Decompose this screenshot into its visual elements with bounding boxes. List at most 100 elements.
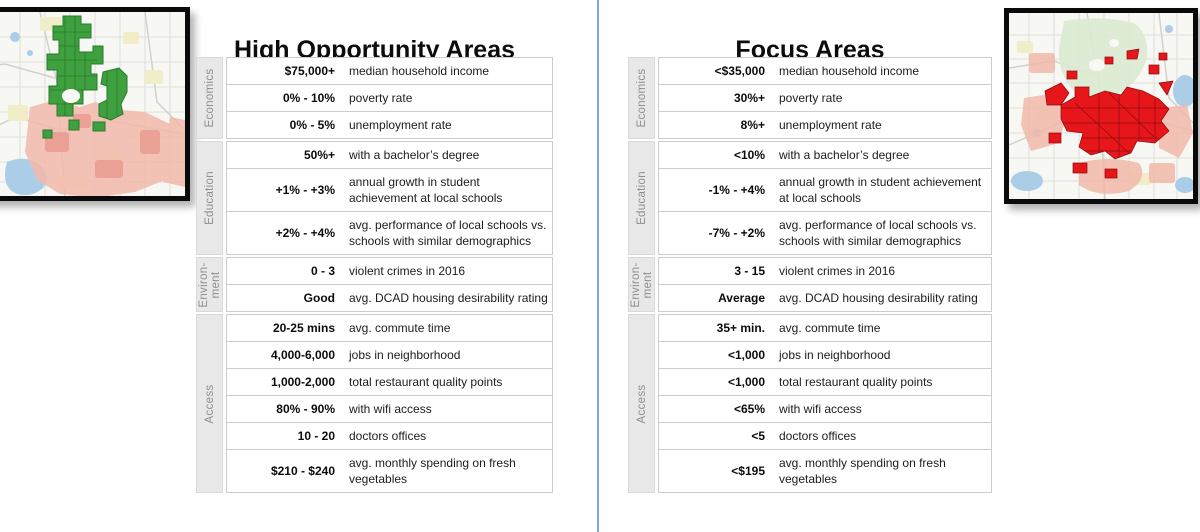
high-opportunity-table: Economics $75,000+ median household income… [196, 57, 553, 493]
row-value: 10 - 20 [297, 429, 335, 443]
row-value: -7% - +2% [708, 226, 765, 240]
row-description: doctors offices [779, 429, 857, 443]
row-value: <65% [733, 402, 765, 416]
row-value: $210 - $240 [270, 464, 335, 478]
row-description: annual growth in student achievement at … [779, 175, 982, 205]
category-sidebar-environ-ment: Environ- ment [196, 257, 223, 312]
table-row: -7% - +2% avg. performance of local schoo… [659, 211, 991, 254]
table-row: 1,000-2,000 total restaurant quality poin… [227, 368, 552, 395]
category-group-education: Education <10% with a bachelor’s degree -1%… [628, 141, 992, 255]
row-description: doctors offices [349, 429, 427, 443]
category-label: Economics [635, 68, 648, 128]
row-description: annual growth in student achievement at … [349, 175, 503, 205]
row-description: avg. DCAD housing desirability rating [349, 291, 548, 305]
category-label: Education [635, 171, 648, 225]
row-value: <$35,000 [714, 64, 765, 78]
category-sidebar-economics: Economics [196, 57, 223, 139]
pale-green-areas [1058, 18, 1148, 97]
row-value: -1% - +4% [708, 183, 765, 197]
row-description: avg. commute time [349, 321, 451, 335]
category-rows: 20-25 mins avg. commute time 4,000-6,000 jo… [226, 314, 553, 493]
category-group-environ-ment: Environ- ment 3 - 15 violent crimes in 201… [628, 257, 992, 312]
row-description: total restaurant quality points [779, 375, 933, 389]
table-row: 35+ min. avg. commute time [659, 315, 991, 341]
category-group-environ-ment: Environ- ment 0 - 3 violent crimes in 2016… [196, 257, 553, 312]
row-value: 0% - 10% [282, 91, 335, 105]
row-description: median household income [349, 64, 490, 78]
row-description: with wifi access [349, 402, 432, 416]
category-label: Environ- ment [197, 261, 222, 308]
row-value: 50%+ [303, 148, 335, 162]
row-description: poverty rate [349, 91, 413, 105]
row-description: total restaurant quality points [349, 375, 503, 389]
row-value: <1,000 [727, 348, 765, 362]
row-value: 8%+ [740, 118, 765, 132]
table-row: $210 - $240 avg. monthly spending on fres… [227, 449, 552, 492]
row-description: jobs in neighborhood [779, 348, 891, 362]
category-rows: $75,000+ median household income 0% - 10% p… [226, 57, 553, 139]
row-description: avg. monthly spending on fresh vegetable… [779, 456, 946, 486]
table-row: 0 - 3 violent crimes in 2016 [227, 258, 552, 284]
table-row: Good avg. DCAD housing desirability ratin… [227, 284, 552, 311]
row-description: jobs in neighborhood [349, 348, 461, 362]
category-label: Environ- ment [629, 261, 654, 308]
row-description: violent crimes in 2016 [349, 264, 466, 278]
table-row: 20-25 mins avg. commute time [227, 315, 552, 341]
high-opportunity-map-svg [0, 12, 185, 196]
table-row: <$35,000 median household income [659, 58, 991, 84]
category-sidebar-access: Access [196, 314, 223, 493]
category-group-access: Access 35+ min. avg. commute time <1,000 job… [628, 314, 992, 493]
row-value: $75,000+ [284, 64, 335, 78]
category-sidebar-education: Education [628, 141, 655, 255]
category-rows: <$35,000 median household income 30%+ pover… [658, 57, 992, 139]
category-label: Economics [203, 68, 216, 128]
row-description: median household income [779, 64, 920, 78]
row-description: avg. monthly spending on fresh vegetable… [349, 456, 516, 486]
high-opportunity-map-image [0, 7, 190, 201]
category-sidebar-environ-ment: Environ- ment [628, 257, 655, 312]
table-row: <5 doctors offices [659, 422, 991, 449]
table-row: $75,000+ median household income [227, 58, 552, 84]
table-row: +2% - +4% avg. performance of local schoo… [227, 211, 552, 254]
row-value: 80% - 90% [276, 402, 335, 416]
category-sidebar-access: Access [628, 314, 655, 493]
category-rows: <10% with a bachelor’s degree -1% - +4% ann… [658, 141, 992, 255]
category-group-access: Access 20-25 mins avg. commute time 4,000-6… [196, 314, 553, 493]
pale-green-white-holes [1089, 39, 1119, 71]
row-value: <10% [733, 148, 765, 162]
row-description: violent crimes in 2016 [779, 264, 896, 278]
row-value: Good [303, 291, 335, 305]
row-description: unemployment rate [349, 118, 452, 132]
low-opportunity-salmon-areas [25, 100, 185, 196]
category-rows: 3 - 15 violent crimes in 2016 Average avg. … [658, 257, 992, 312]
focus-areas-map-image [1004, 8, 1198, 204]
row-description: poverty rate [779, 91, 843, 105]
row-value: <$195 [731, 464, 765, 478]
row-value: 1,000-2,000 [270, 375, 335, 389]
row-value: 35+ min. [716, 321, 765, 335]
category-label: Education [203, 171, 216, 225]
table-row: 30%+ poverty rate [659, 84, 991, 111]
row-value: 3 - 15 [734, 264, 765, 278]
salmon-deep-areas [45, 114, 160, 178]
row-value: 0 - 3 [310, 264, 335, 278]
row-value: 20-25 mins [272, 321, 335, 335]
red-tract-borders [1061, 87, 1169, 159]
category-label: Access [635, 384, 648, 423]
row-description: unemployment rate [779, 118, 882, 132]
green-tract-borders [47, 16, 118, 120]
table-row: 4,000-6,000 jobs in neighborhood [227, 341, 552, 368]
row-description: avg. performance of local schools vs. sc… [349, 218, 547, 248]
table-row: <1,000 total restaurant quality points [659, 368, 991, 395]
table-row: Average avg. DCAD housing desirability ra… [659, 284, 991, 311]
category-group-education: Education 50%+ with a bachelor’s degree +1%… [196, 141, 553, 255]
category-sidebar-economics: Economics [628, 57, 655, 139]
row-description: avg. performance of local schools vs. sc… [779, 218, 977, 248]
table-row: 50%+ with a bachelor’s degree [227, 142, 552, 168]
table-row: 3 - 15 violent crimes in 2016 [659, 258, 991, 284]
category-rows: 35+ min. avg. commute time <1,000 jobs in n… [658, 314, 992, 493]
row-value: 0% - 5% [289, 118, 335, 132]
category-label: Access [203, 384, 216, 423]
row-value: 30%+ [733, 91, 765, 105]
category-sidebar-education: Education [196, 141, 223, 255]
